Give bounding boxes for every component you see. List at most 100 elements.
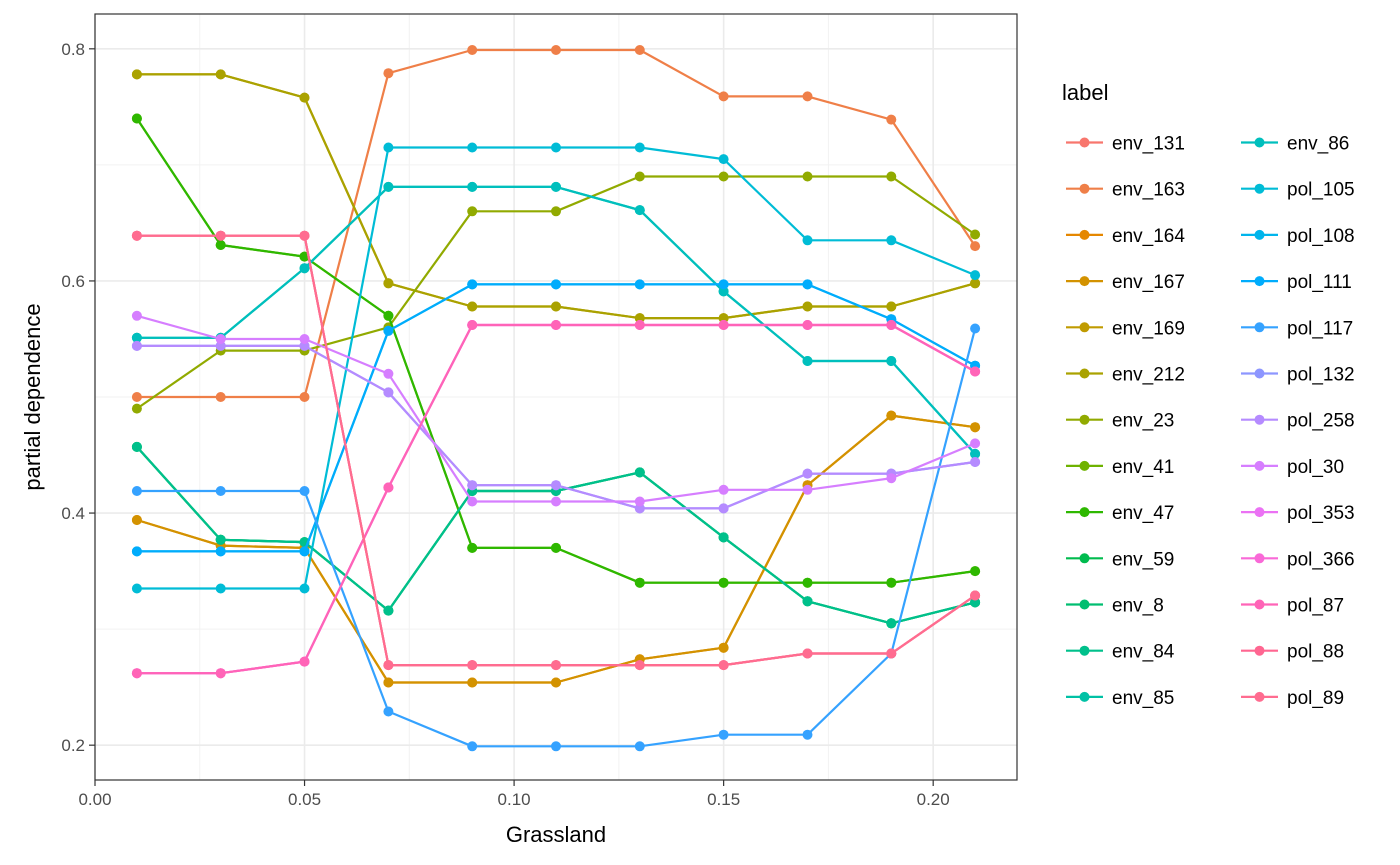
legend-label: env_47 [1112,503,1174,524]
data-point [215,240,226,250]
legend-items: env_131 env_163 env_164 env_167 env_169 env_2… [1066,134,1355,709]
legend-label: pol_30 [1287,457,1344,478]
legend-item: env_212 [1066,365,1185,386]
y-tick-label: 0.2 [61,736,85,755]
data-point [299,334,310,344]
data-point [802,320,813,330]
data-point [215,230,226,241]
data-point [215,392,226,402]
data-point [467,542,478,553]
data-point [467,677,478,688]
legend-label: env_212 [1112,365,1185,386]
data-point [299,392,310,402]
legend-item: pol_258 [1241,411,1355,432]
series-env_163 [131,45,981,402]
data-point [299,230,310,241]
data-point [215,668,226,679]
data-point [215,486,226,496]
series-pol_258 [131,340,981,514]
data-point [718,729,729,740]
data-point [802,279,813,290]
data-point [131,441,142,452]
legend: label env_131 env_163 env_164 env_167 env_16… [1062,80,1355,709]
data-point [886,648,897,659]
data-point [131,583,142,594]
x-axis-title: Grassland [506,822,606,847]
series-env_47 [131,113,981,588]
legend-item: env_47 [1066,503,1174,524]
data-point [551,480,561,491]
legend-item: env_41 [1066,457,1174,478]
data-point [718,171,729,182]
data-point [886,235,897,246]
legend-label: env_167 [1112,272,1185,293]
legend-label: env_131 [1112,134,1185,155]
legend-label: pol_111 [1287,272,1352,293]
legend-item: env_169 [1066,318,1185,339]
y-axis: 0.2 0.4 0.6 0.8 [61,40,95,755]
legend-item: pol_87 [1241,596,1344,617]
data-point [718,279,729,290]
data-point [551,320,561,330]
data-point [886,356,897,366]
data-point [215,534,226,545]
legend-key-point [1079,460,1090,471]
data-point [299,263,310,274]
legend-key-point [1254,137,1265,148]
legend-label: pol_89 [1287,688,1344,709]
series-env_167 [131,410,981,688]
legend-label: pol_105 [1287,180,1355,201]
legend-item: env_23 [1066,411,1174,432]
legend-key-point [1079,645,1090,656]
data-point [131,515,142,525]
data-point [215,546,226,557]
data-point [467,320,478,330]
data-point [718,320,729,330]
data-point [802,484,813,495]
data-point [383,660,394,671]
data-point [383,278,394,289]
legend-item: pol_105 [1241,180,1355,201]
data-point [802,301,813,312]
data-point [970,438,981,449]
legend-key-point [1254,645,1265,656]
legend-key-point [1079,183,1090,194]
data-point [383,482,394,493]
data-point [131,340,142,351]
legend-label: env_84 [1112,642,1175,663]
data-point [551,301,561,312]
data-point [383,706,394,717]
data-point [802,356,813,366]
data-point [718,642,729,653]
data-point [467,301,478,312]
data-point [634,205,645,216]
data-point [970,457,981,467]
data-point [634,313,645,324]
data-point [383,310,394,321]
legend-label: env_41 [1112,457,1174,478]
data-point [551,279,561,290]
data-point [802,171,813,182]
legend-item: env_167 [1066,272,1185,293]
data-point [551,496,561,507]
data-point [718,577,729,588]
data-point [383,325,394,336]
y-axis-title: partial dependence [20,303,45,490]
legend-item: pol_117 [1241,318,1353,339]
data-point [634,142,645,153]
legend-item: pol_89 [1241,688,1344,709]
legend-item: env_85 [1066,688,1174,709]
legend-label: env_85 [1112,688,1174,709]
legend-key-point [1254,460,1265,471]
data-point [131,69,142,80]
data-point [467,660,478,671]
data-point [634,320,645,330]
legend-label: pol_258 [1287,411,1355,432]
data-point [131,392,142,402]
data-point [886,171,897,182]
data-point [634,45,645,55]
legend-item: env_59 [1066,549,1174,570]
y-tick-label: 0.8 [61,40,85,59]
data-point [131,332,142,343]
